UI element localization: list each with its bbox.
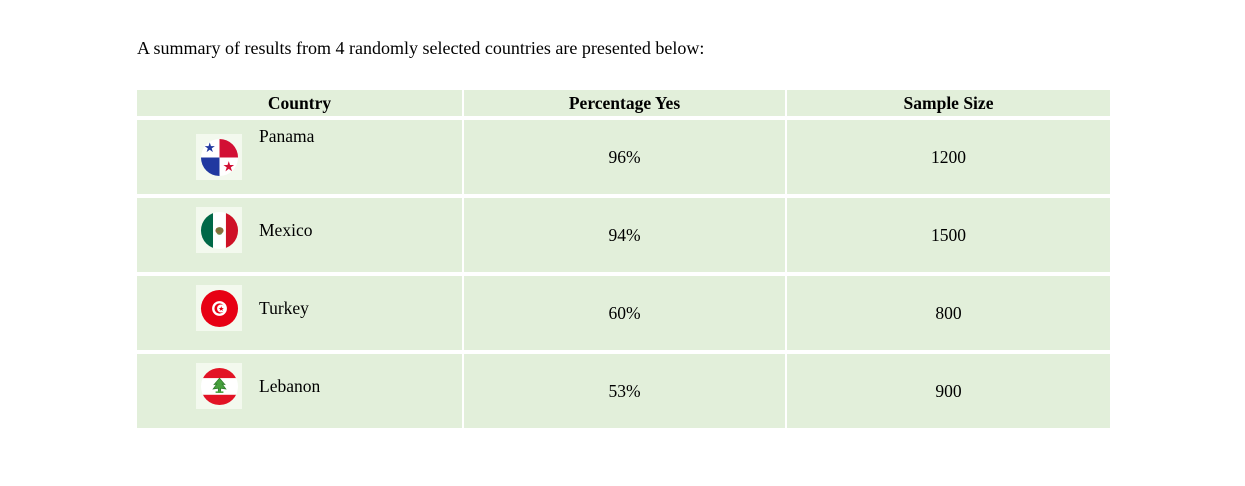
country-results-table: Country Percentage Yes Sample Size <box>137 90 1110 428</box>
percentage-yes-cell: 96% <box>462 120 785 194</box>
country-name: Panama <box>259 126 315 146</box>
column-header-country: Country <box>267 92 332 113</box>
table-row: Mexico 94% 1500 <box>137 198 1110 272</box>
sample-size-cell: 1500 <box>785 198 1110 272</box>
country-cell: Mexico <box>137 198 462 272</box>
sample-size-cell: 900 <box>785 354 1110 428</box>
country-cell: Turkey <box>137 276 462 350</box>
panama-flag-icon <box>200 138 238 176</box>
sample-size-cell: 1200 <box>785 120 1110 194</box>
column-header-percentage-yes: Percentage Yes <box>462 90 785 116</box>
sample-size-cell: 800 <box>785 276 1110 350</box>
table-row: Lebanon 53% 900 <box>137 354 1110 428</box>
flag-tile <box>196 134 242 180</box>
percentage-yes-cell: 94% <box>462 198 785 272</box>
lebanon-flag-icon <box>200 367 238 405</box>
intro-text: A summary of results from 4 randomly sel… <box>137 38 705 58</box>
mexico-flag-icon <box>200 211 238 249</box>
flag-tile <box>196 285 242 331</box>
table-row: Panama 96% 1200 <box>137 120 1110 194</box>
country-name: Mexico <box>259 219 313 240</box>
country-name: Turkey <box>259 297 309 318</box>
flag-tile <box>196 363 242 409</box>
country-name: Lebanon <box>259 375 321 396</box>
country-cell: Lebanon <box>137 354 462 428</box>
turkey-flag-icon <box>200 289 238 327</box>
column-header-sample-size: Sample Size <box>785 90 1110 116</box>
table-row: Turkey 60% 800 <box>137 276 1110 350</box>
flag-tile <box>196 207 242 253</box>
country-cell: Panama <box>137 120 462 194</box>
percentage-yes-cell: 53% <box>462 354 785 428</box>
table-header-row: Country Percentage Yes Sample Size <box>137 90 1110 116</box>
percentage-yes-cell: 60% <box>462 276 785 350</box>
